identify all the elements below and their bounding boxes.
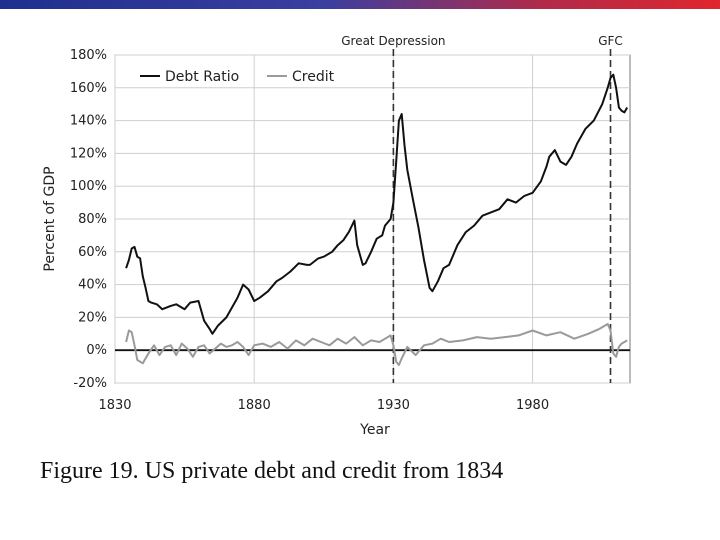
x-axis-ticks: 1830 1880 1930 1980 <box>98 398 549 413</box>
x-tick-label: 1930 <box>377 398 410 413</box>
grid-lines <box>114 54 630 384</box>
annotation-label: Great Depression <box>341 34 445 48</box>
y-tick-label: 40% <box>78 278 107 293</box>
y-tick-label: 60% <box>78 245 107 260</box>
y-tick-label: 140% <box>70 114 107 129</box>
legend: Debt Ratio Credit <box>140 69 335 85</box>
series-lines <box>125 73 629 366</box>
y-tick-label: 0% <box>86 343 107 358</box>
annotation-label: GFC <box>598 34 623 48</box>
y-axis-title: Percent of GDP <box>42 166 58 271</box>
x-tick-label: 1830 <box>98 398 131 413</box>
slide-top-band <box>0 0 720 9</box>
y-tick-label: 180% <box>70 48 107 63</box>
y-tick-label: 20% <box>78 310 107 325</box>
x-tick-label: 1880 <box>238 398 271 413</box>
series-line <box>125 323 628 366</box>
y-tick-label: 100% <box>70 179 107 194</box>
event-markers: Great Depression GFC <box>341 34 623 383</box>
y-axis-ticks: -20% 0% 20% 40% 60% 80% 100% 120% 140% 160% 180% <box>70 48 107 391</box>
x-axis-title: Year <box>359 422 390 438</box>
legend-label: Debt Ratio <box>165 69 239 85</box>
debt-credit-line-chart: Great Depression GFC -20% 0% 20% 40% 60% 80% 10… <box>42 34 631 438</box>
figure-caption: Figure 19. US private debt and credit fr… <box>40 458 504 484</box>
y-tick-label: -20% <box>73 376 107 391</box>
x-tick-label: 1980 <box>516 398 549 413</box>
legend-label: Credit <box>292 69 335 85</box>
y-tick-label: 80% <box>78 212 107 227</box>
y-tick-label: 160% <box>70 81 107 96</box>
y-tick-label: 120% <box>70 146 107 161</box>
series-line <box>125 73 629 335</box>
